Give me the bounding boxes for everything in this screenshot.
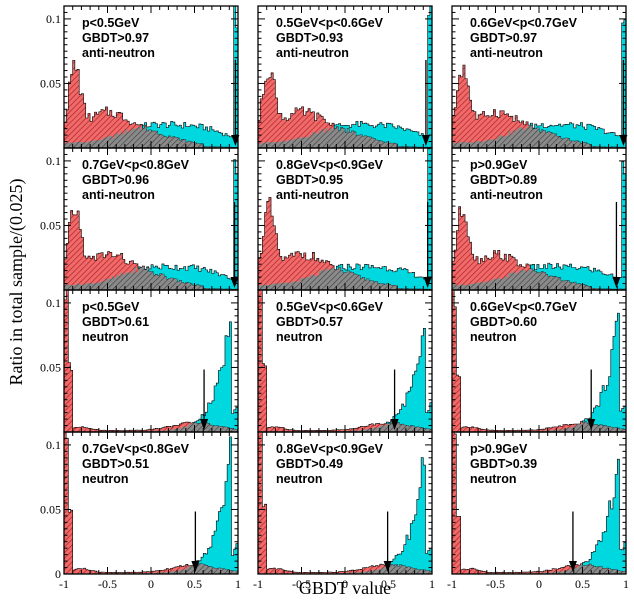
panel-particle-label: neutron	[276, 472, 323, 486]
panel-cut-label: GBDT>0.96	[82, 173, 149, 187]
panel-particle-label: neutron	[82, 472, 129, 486]
x-tick-label: -1	[59, 577, 69, 591]
y-tick-label: 0.05	[40, 502, 61, 516]
panel-cut-label: GBDT>0.95	[276, 173, 343, 187]
x-tick-label: 0	[342, 577, 348, 591]
cut-arrow-head	[383, 561, 392, 572]
panel-momentum-label: 0.7GeV<p<0.8GeV	[82, 442, 190, 456]
panel-cut-label: GBDT>0.57	[276, 315, 343, 329]
x-tick-label: -1	[447, 577, 457, 591]
x-tick-label: -1	[253, 577, 263, 591]
cut-arrow-head	[587, 419, 596, 430]
x-tick-label: 0	[536, 577, 542, 591]
panel-cut-label: GBDT>0.97	[470, 31, 537, 45]
y-tick-label: 0.1	[46, 438, 61, 452]
panel-momentum-label: 0.5GeV<p<0.6GeV	[276, 16, 384, 30]
y-tick-label: 0.05	[40, 76, 61, 90]
panel-momentum-label: p>0.9GeV	[470, 158, 528, 172]
panel-particle-label: neutron	[470, 330, 517, 344]
x-tick-label: 1	[235, 577, 241, 591]
cut-arrow-head	[230, 277, 239, 288]
panel-particle-label: neutron	[276, 330, 323, 344]
panel-particle-label: anti-neutron	[82, 188, 155, 202]
panel-particle-label: anti-neutron	[276, 46, 349, 60]
x-axis-title: GBDT value	[299, 578, 391, 598]
y-tick-label: 0.1	[46, 154, 61, 168]
panel-particle-label: neutron	[470, 472, 517, 486]
panel-momentum-label: 0.5GeV<p<0.6GeV	[276, 300, 384, 314]
panel-cut-label: GBDT>0.93	[276, 31, 343, 45]
x-tick-label: -0.5	[292, 577, 311, 591]
x-tick-label: 1	[429, 577, 435, 591]
x-tick-label: 1	[623, 577, 629, 591]
panel-momentum-label: 0.7GeV<p<0.8GeV	[82, 158, 190, 172]
y-axis-title: Ratio in total sample/(0.025)	[6, 179, 27, 386]
panel-cut-label: GBDT>0.49	[276, 457, 343, 471]
y-tick-label: 0	[55, 567, 61, 581]
panel-momentum-label: 0.8GeV<p<0.9GeV	[276, 442, 384, 456]
panel-cut-label: GBDT>0.51	[82, 457, 149, 471]
cut-arrow-head	[200, 419, 209, 430]
x-tick-label: 0.5	[187, 577, 202, 591]
panel-momentum-label: p<0.5GeV	[82, 16, 140, 30]
panel-particle-label: anti-neutron	[470, 46, 543, 60]
cut-arrow-head	[423, 277, 432, 288]
panel-cut-label: GBDT>0.89	[470, 173, 537, 187]
panel-momentum-label: 0.8GeV<p<0.9GeV	[276, 158, 384, 172]
cut-arrow-head	[612, 277, 621, 288]
panel-momentum-label: p<0.5GeV	[82, 300, 140, 314]
panel-particle-label: anti-neutron	[470, 188, 543, 202]
x-tick-label: 0.5	[575, 577, 590, 591]
panel-particle-label: anti-neutron	[82, 46, 155, 60]
y-tick-label: 0.05	[40, 218, 61, 232]
y-tick-label: 0.1	[46, 12, 61, 26]
panel-momentum-label: p>0.9GeV	[470, 442, 528, 456]
y-tick-label: 0.1	[46, 296, 61, 310]
y-tick-label: 0.05	[40, 360, 61, 374]
x-tick-label: -0.5	[98, 577, 117, 591]
cut-arrow-head	[191, 561, 200, 572]
panel-cut-label: GBDT>0.97	[82, 31, 149, 45]
panel-cut-label: GBDT>0.60	[470, 315, 537, 329]
x-tick-label: 0.5	[381, 577, 396, 591]
panel-momentum-label: 0.6GeV<p<0.7GeV	[470, 16, 578, 30]
panel-particle-label: neutron	[82, 330, 129, 344]
panel-momentum-label: 0.6GeV<p<0.7GeV	[470, 300, 578, 314]
x-tick-label: 0	[148, 577, 154, 591]
x-tick-label: -0.5	[486, 577, 505, 591]
panel-cut-label: GBDT>0.61	[82, 315, 149, 329]
cut-arrow-head	[568, 561, 577, 572]
panel-cut-label: GBDT>0.39	[470, 457, 537, 471]
cut-arrow-head	[421, 135, 430, 146]
cut-arrow-head	[390, 419, 399, 430]
panel-particle-label: anti-neutron	[276, 188, 349, 202]
